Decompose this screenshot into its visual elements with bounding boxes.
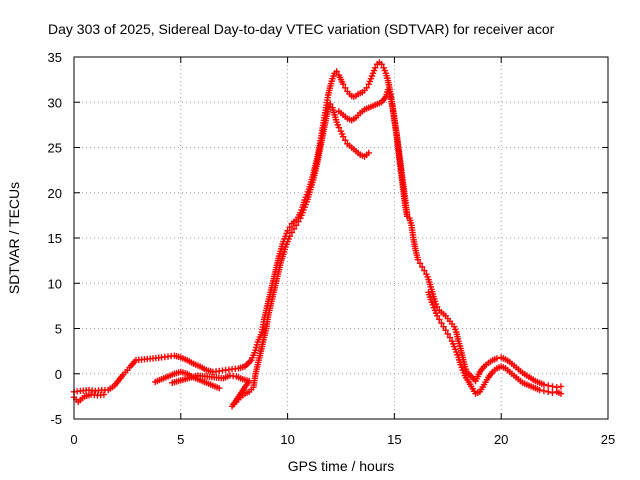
x-tick-label: 5 xyxy=(177,432,184,447)
data-point-marker xyxy=(433,303,441,310)
data-point-marker xyxy=(339,133,347,140)
data-point-marker xyxy=(493,355,501,362)
data-series-1 xyxy=(70,59,565,396)
y-tick-label: 25 xyxy=(48,141,62,156)
y-tick-label: 35 xyxy=(48,50,62,65)
data-point-marker xyxy=(288,229,296,236)
data-series-2 xyxy=(70,86,565,410)
y-tick-label: -5 xyxy=(50,412,62,427)
x-axis-label: GPS time / hours xyxy=(288,458,395,474)
data-point-marker xyxy=(216,385,223,392)
data-point-marker xyxy=(442,327,449,334)
data-point-marker xyxy=(549,389,556,396)
data-point-marker xyxy=(339,80,347,88)
data-point-marker xyxy=(416,260,424,267)
data-point-marker xyxy=(378,61,385,68)
data-point-marker xyxy=(436,316,443,323)
data-point-marker xyxy=(342,84,349,91)
axis-ticks: 0 5 10 15 20 25 -5 0 5 10 15 20 25 30 35 xyxy=(48,50,616,447)
data-point-marker xyxy=(335,124,343,131)
y-tick-label: 20 xyxy=(48,186,62,201)
data-points xyxy=(70,59,565,410)
data-point-marker xyxy=(286,223,293,231)
x-tick-label: 25 xyxy=(601,432,615,447)
data-point-marker xyxy=(365,149,372,157)
data-point-marker xyxy=(327,100,334,108)
data-point-marker xyxy=(286,232,293,240)
data-point-marker xyxy=(363,84,370,91)
y-tick-label: 30 xyxy=(48,95,62,110)
data-point-marker xyxy=(549,383,556,390)
data-point-marker xyxy=(433,312,441,320)
data-point-marker xyxy=(295,218,302,225)
y-tick-label: 5 xyxy=(55,322,62,337)
data-point-marker xyxy=(440,323,447,330)
data-point-marker xyxy=(544,388,552,396)
x-tick-label: 10 xyxy=(280,432,294,447)
data-point-marker xyxy=(418,263,426,271)
grid-lines xyxy=(74,57,608,419)
x-tick-label: 0 xyxy=(70,432,77,447)
data-point-marker xyxy=(404,213,411,220)
data-point-marker xyxy=(557,383,565,390)
y-tick-label: 10 xyxy=(48,276,62,291)
data-point-marker xyxy=(342,137,349,144)
data-point-marker xyxy=(100,391,108,398)
data-point-marker xyxy=(544,382,552,389)
data-point-marker xyxy=(292,222,300,229)
y-tick-label: 0 xyxy=(55,367,62,382)
data-point-marker xyxy=(414,256,422,263)
data-point-marker xyxy=(540,381,548,388)
y-axis-label: SDTVAR / TECUs xyxy=(6,182,22,294)
data-point-marker xyxy=(371,64,379,72)
data-point-marker xyxy=(284,227,291,234)
chart-title: Day 303 of 2025, Sidereal Day-to-day VTE… xyxy=(48,21,555,37)
data-point-marker xyxy=(421,267,428,274)
data-point-marker xyxy=(438,319,445,327)
y-tick-label: 15 xyxy=(48,231,62,246)
data-point-marker xyxy=(536,386,543,394)
data-point-marker xyxy=(333,68,340,75)
x-tick-label: 20 xyxy=(494,432,508,447)
x-tick-label: 15 xyxy=(387,432,401,447)
data-point-marker xyxy=(540,387,548,395)
data-point-marker xyxy=(290,225,298,233)
data-point-marker xyxy=(444,330,451,338)
data-point-marker xyxy=(557,390,565,397)
data-point-marker xyxy=(446,334,454,341)
